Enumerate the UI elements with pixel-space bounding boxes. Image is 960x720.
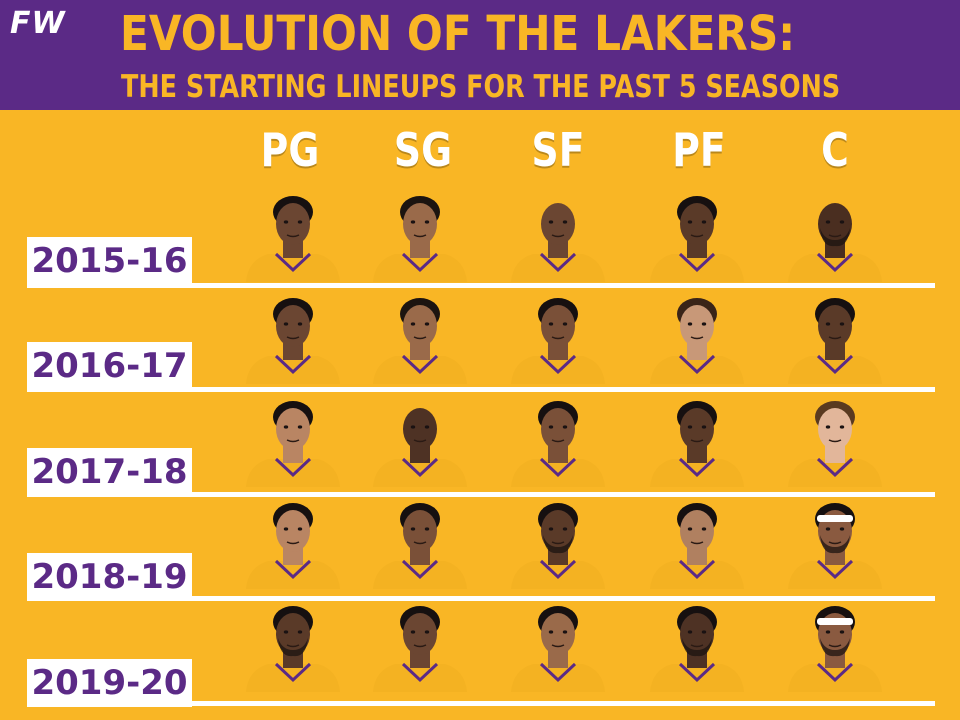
- player-photo-sg: [365, 292, 475, 384]
- player-photo-pf: [642, 600, 752, 692]
- player-photo-pf: [642, 497, 752, 589]
- page-subtitle: THE STARTING LINEUPS FOR THE PAST 5 SEAS…: [121, 69, 841, 105]
- row-divider: [27, 596, 935, 601]
- player-photo-c: [780, 395, 890, 487]
- row-divider: [27, 701, 935, 706]
- season-label: 2019-20: [27, 659, 192, 707]
- row-divider: [27, 387, 935, 392]
- position-header-sf: SF: [531, 123, 585, 177]
- player-photo-sf: [503, 292, 613, 384]
- position-header-sg: SG: [393, 123, 453, 177]
- player-photo-sg: [365, 395, 475, 487]
- player-photo-pf: [642, 292, 752, 384]
- row-divider: [27, 283, 935, 288]
- player-photo-sg: [365, 600, 475, 692]
- fw-logo: FW: [10, 6, 66, 41]
- player-photo-pg: [238, 497, 348, 589]
- position-header-pg: PG: [260, 123, 320, 177]
- player-photo-c: [780, 497, 890, 589]
- player-photo-pg: [238, 292, 348, 384]
- player-photo-c: [780, 190, 890, 282]
- season-label: 2015-16: [27, 237, 192, 285]
- page-title: EVOLUTION OF THE LAKERS:: [120, 6, 796, 62]
- header-banner: FW EVOLUTION OF THE LAKERS: THE STARTING…: [0, 0, 960, 110]
- season-label: 2017-18: [27, 448, 192, 496]
- player-photo-pg: [238, 190, 348, 282]
- player-photo-sf: [503, 497, 613, 589]
- position-header-c: C: [821, 123, 849, 177]
- season-label: 2016-17: [27, 342, 192, 390]
- season-row: 2018-19: [0, 497, 960, 601]
- season-label: 2018-19: [27, 553, 192, 601]
- position-header-pf: PF: [672, 123, 726, 177]
- player-photo-c: [780, 292, 890, 384]
- season-row: 2015-16: [0, 190, 960, 290]
- player-photo-sf: [503, 395, 613, 487]
- season-row: 2016-17: [0, 292, 960, 392]
- row-divider: [27, 492, 935, 497]
- player-photo-pg: [238, 600, 348, 692]
- player-photo-pf: [642, 395, 752, 487]
- player-photo-sg: [365, 497, 475, 589]
- player-photo-c: [780, 600, 890, 692]
- season-row: 2019-20: [0, 600, 960, 707]
- player-photo-sg: [365, 190, 475, 282]
- player-photo-pg: [238, 395, 348, 487]
- season-row: 2017-18: [0, 395, 960, 497]
- player-photo-pf: [642, 190, 752, 282]
- player-photo-sf: [503, 190, 613, 282]
- player-photo-sf: [503, 600, 613, 692]
